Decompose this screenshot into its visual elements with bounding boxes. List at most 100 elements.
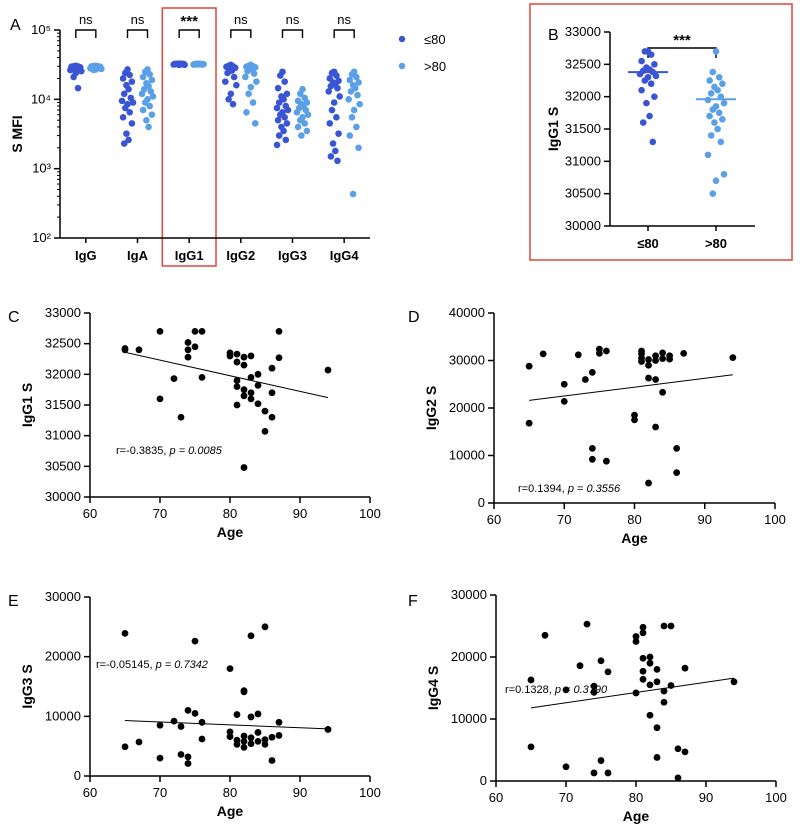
panel-a-point xyxy=(146,70,153,78)
panel-a-point xyxy=(347,88,355,95)
panel-c-point xyxy=(191,328,199,335)
panel-c-y-axis-title: IgG1 S xyxy=(19,383,35,427)
panel-b-point xyxy=(707,132,715,139)
panel-e-point xyxy=(254,729,262,736)
panel-f-point xyxy=(541,631,549,639)
panel-a-point xyxy=(98,65,105,73)
panel-a-point xyxy=(293,109,301,116)
panel-d-point xyxy=(539,350,547,358)
panel-b-y-tick-label: 32500 xyxy=(565,56,601,71)
panel-a: A 10² 10³ 10⁴ 10⁵ IgG IgA IgG1 IgG2 IgG3 IgG4 ns n… xyxy=(9,7,446,267)
panel-a-point xyxy=(122,104,129,112)
panel-e-regression-line xyxy=(124,720,329,730)
panel-b-point xyxy=(646,112,653,120)
panel-a-significance-label: ns xyxy=(337,12,351,27)
panel-a-significance-label: ns xyxy=(79,12,93,27)
panel-d-x-tick-label: 80 xyxy=(627,512,641,527)
panel-a-point xyxy=(125,136,132,144)
panel-letter-c: C xyxy=(8,309,20,326)
panel-c-point xyxy=(247,374,255,381)
panel-e-point xyxy=(121,743,129,751)
panel-a-point xyxy=(354,91,361,99)
panel-a-point xyxy=(119,114,127,121)
panel-e: E 0 10000 20000 30000 60 70 80 90 100 Age IgG3 S r=… xyxy=(8,589,381,819)
panel-a-point xyxy=(301,120,309,127)
panel-a-significance-label: ns xyxy=(286,12,300,27)
panel-b-point xyxy=(720,170,728,178)
panel-a-point xyxy=(78,67,85,75)
panel-d-point xyxy=(673,444,681,452)
panel-a-point xyxy=(282,136,290,144)
panel-d-correlation-annotation: r=0.1394, p = 0.3556 xyxy=(518,483,621,495)
panel-b-point xyxy=(652,72,660,80)
panel-e-x-tick-label: 100 xyxy=(359,785,381,800)
panel-f-point xyxy=(653,754,661,761)
panel-c-x-tick-label: 90 xyxy=(293,506,307,521)
panel-a-point xyxy=(139,106,147,114)
panel-d-point xyxy=(729,354,737,362)
panel-c-point xyxy=(240,464,248,471)
panel-f-point xyxy=(639,623,647,631)
panel-b-category-label: >80 xyxy=(705,236,727,251)
panel-f-point xyxy=(660,687,668,695)
panel-a-significance-bracket xyxy=(281,29,304,38)
panel-c-point xyxy=(233,377,241,384)
panel-c-y-tick-label: 31000 xyxy=(45,428,81,443)
panel-f-point xyxy=(646,653,654,661)
panel-f-x-tick-label: 70 xyxy=(559,790,573,805)
panel-c-y-tick-label: 33000 xyxy=(45,305,81,320)
panel-a-point xyxy=(294,123,302,131)
panel-a-significance-label: ns xyxy=(234,12,248,27)
panel-f-point xyxy=(646,711,654,719)
panel-c-point xyxy=(226,352,234,360)
panel-d-point xyxy=(645,479,652,487)
panel-f-point xyxy=(653,678,661,686)
panel-a-point xyxy=(348,114,356,121)
panel-c-regression-line xyxy=(124,351,329,399)
panel-c-point xyxy=(247,352,255,360)
panel-c-correlation-annotation: r=-0.3835, p = 0.0085 xyxy=(116,445,223,457)
panel-f-point xyxy=(590,682,598,690)
panel-c-point xyxy=(261,427,269,435)
panel-f-point xyxy=(597,657,605,665)
panel-a-point xyxy=(334,84,341,92)
panel-a-y-tick-label: 10⁵ xyxy=(31,22,51,37)
panel-b-point xyxy=(707,90,715,97)
panel-a-point xyxy=(142,99,149,106)
panel-e-point xyxy=(191,709,199,717)
panel-d-point xyxy=(603,457,610,465)
panel-c-point xyxy=(275,328,283,335)
panel-d-point xyxy=(588,455,596,463)
panel-f-point xyxy=(590,688,598,696)
panel-f-point xyxy=(660,622,668,630)
panel-letter-b: B xyxy=(548,27,559,44)
panel-c-x-tick-label: 100 xyxy=(359,506,381,521)
panel-e-y-axis-title: IgG3 S xyxy=(19,664,35,708)
panel-a-category-label: IgG2 xyxy=(226,248,255,263)
panel-a-point xyxy=(148,76,156,84)
panel-b-y-tick-label: 31500 xyxy=(565,121,601,136)
panel-f-point xyxy=(562,686,570,694)
panel-b-point xyxy=(720,99,728,107)
panel-e-point xyxy=(226,733,234,741)
panel-b-y-tick-label: 32000 xyxy=(565,89,601,104)
panel-b-point xyxy=(638,57,645,65)
panel-b-point xyxy=(641,48,649,55)
panel-b-y-tick-label: 31000 xyxy=(565,153,601,168)
panel-b-y-tick-label: 30000 xyxy=(565,218,601,233)
panel-a-y-tick-label: 10³ xyxy=(32,161,51,176)
panel-e-point xyxy=(254,737,262,745)
panel-d-point xyxy=(638,347,645,355)
panel-c-point xyxy=(275,354,283,362)
panel-c-point xyxy=(170,375,178,383)
panel-c-x-axis-title: Age xyxy=(217,524,244,540)
panel-b-point xyxy=(709,190,717,197)
panel-a-point xyxy=(330,99,338,106)
panel-f-x-tick-label: 60 xyxy=(489,790,503,805)
panel-a-point xyxy=(274,116,282,124)
panel-c-point xyxy=(247,389,255,397)
panel-b-point xyxy=(649,138,657,146)
panel-f-x-axis-title: Age xyxy=(623,808,650,824)
panel-c-p-value: p = 0.0085 xyxy=(169,445,223,457)
panel-a-point xyxy=(327,153,335,160)
